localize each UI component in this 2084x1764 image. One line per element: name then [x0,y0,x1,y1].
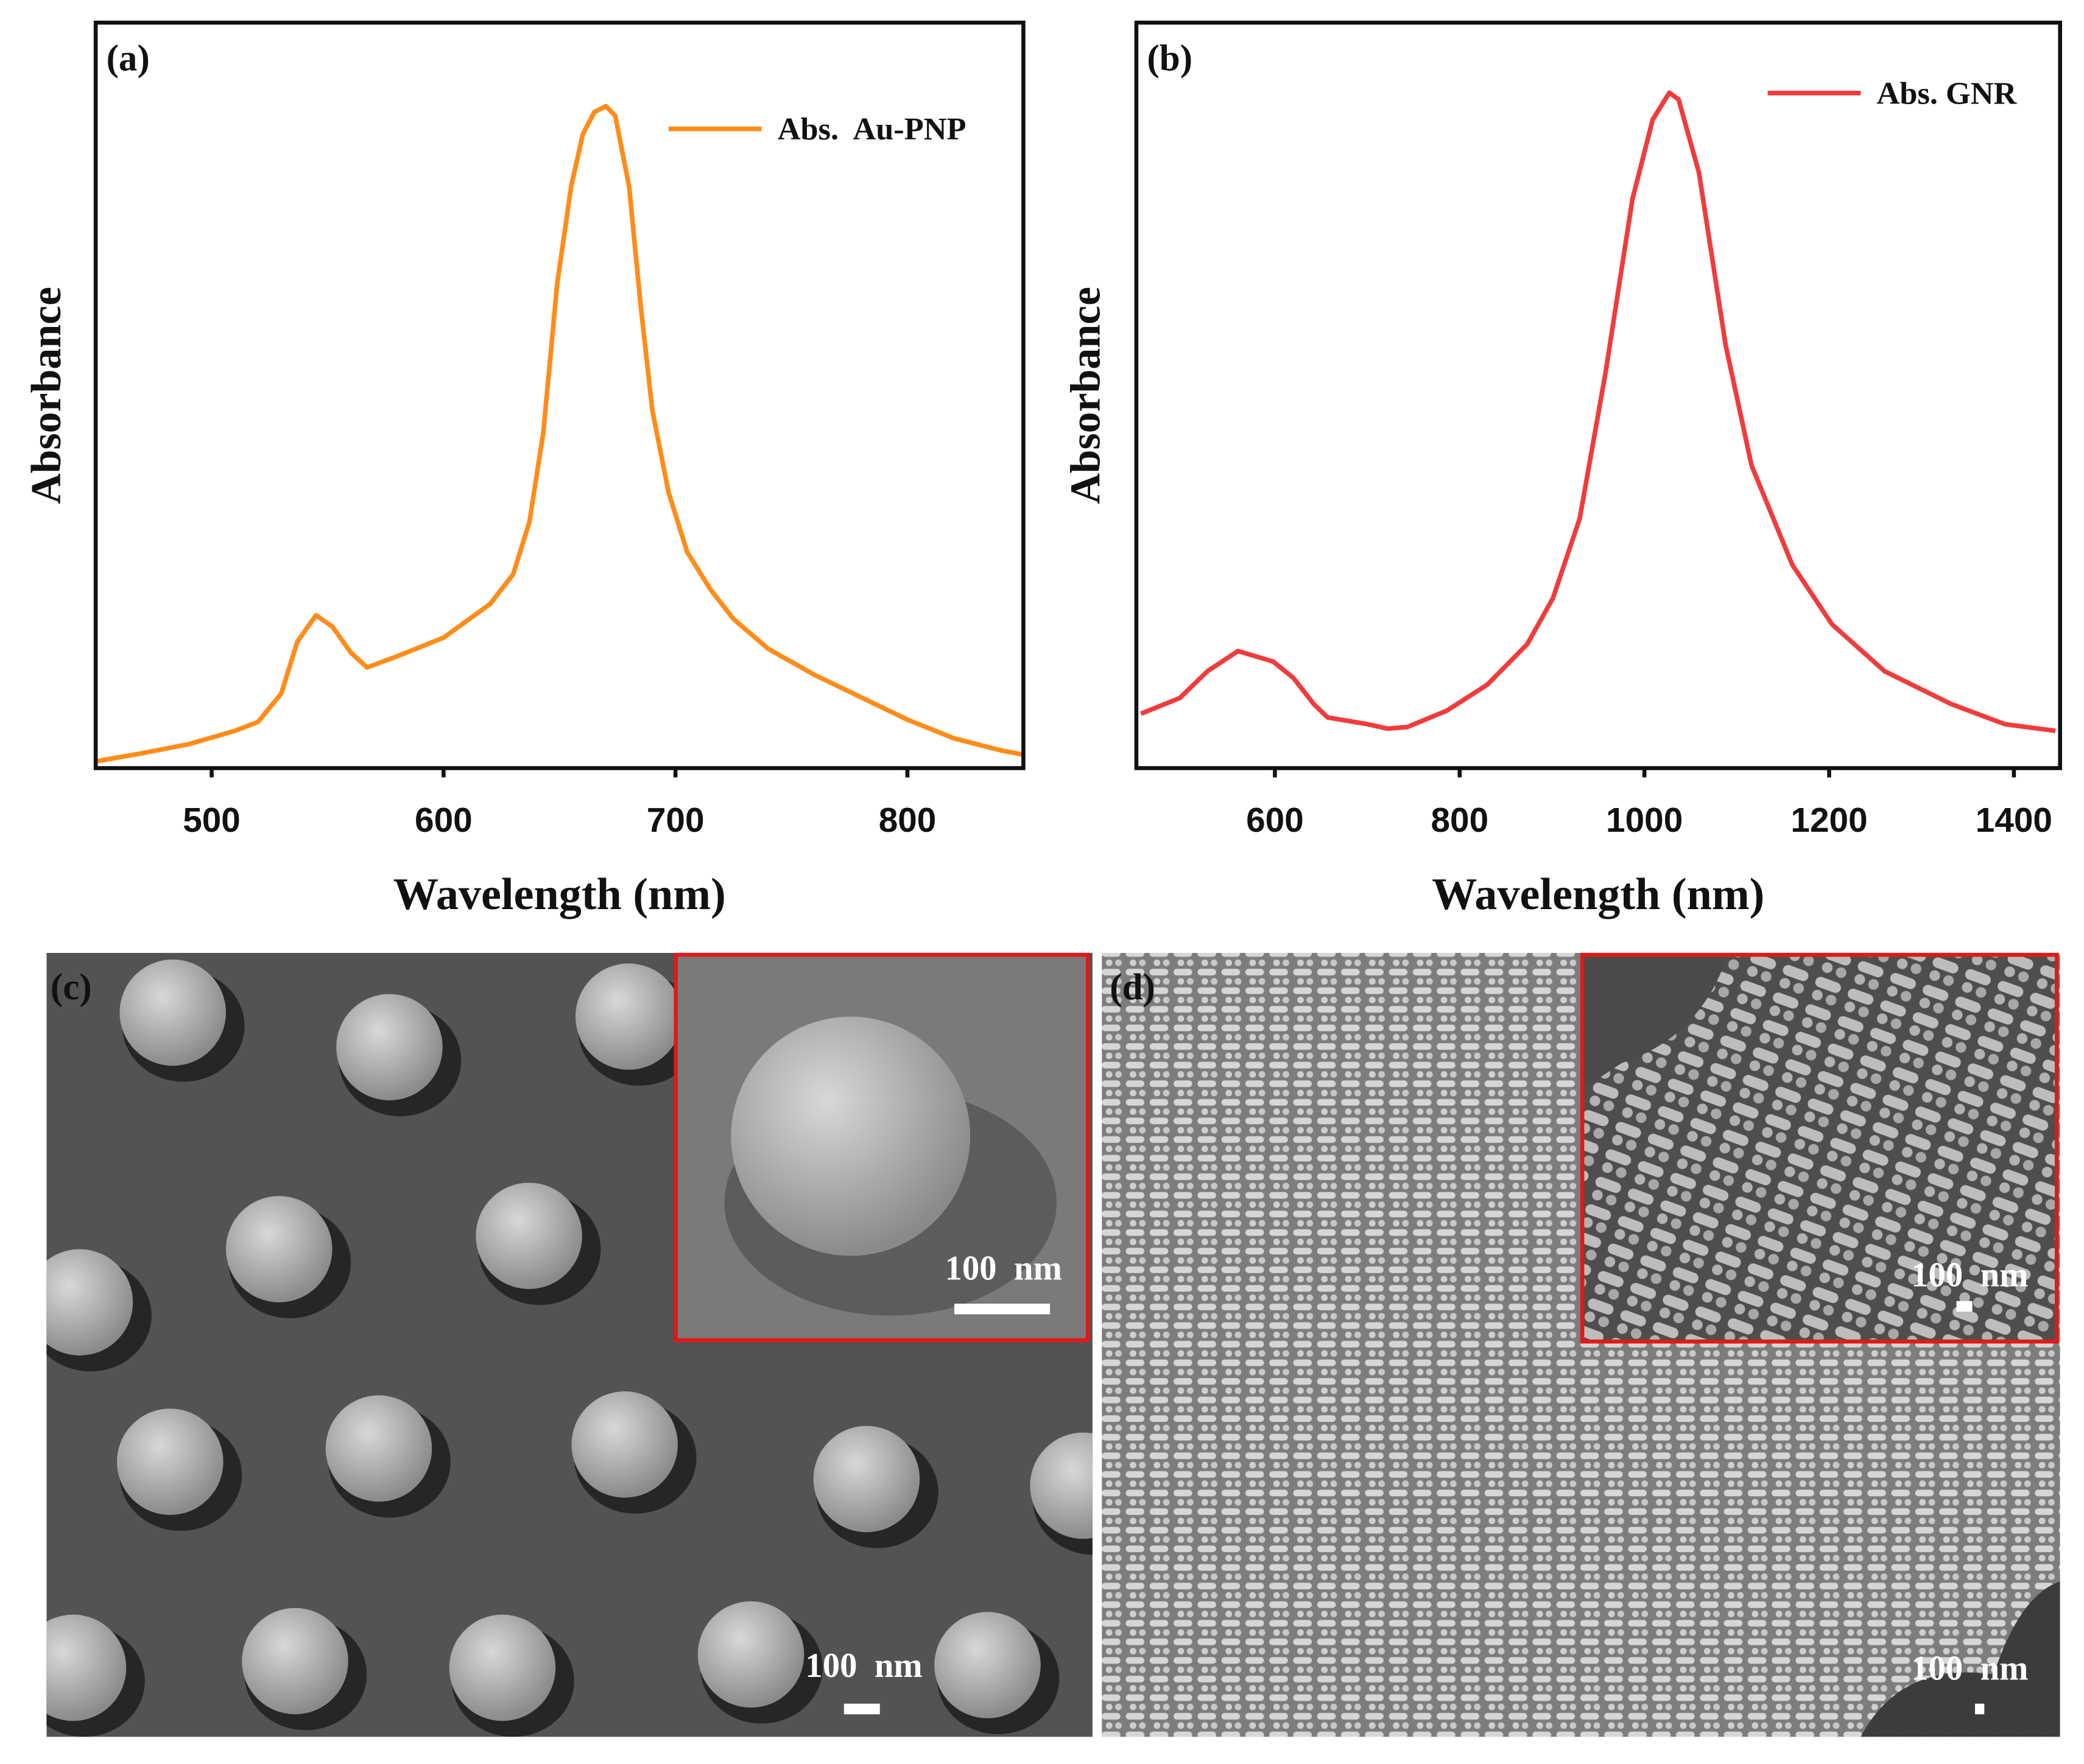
x-tick-label: 1000 [1606,801,1683,840]
legend-label: Abs. Au-PNP [778,111,966,147]
particle [336,994,443,1101]
x-tick-label: 800 [879,801,937,840]
particle [934,1612,1041,1718]
plot-frame [1134,20,2062,770]
sem-inset-c [674,952,1090,1343]
scale-bar [1975,1703,1985,1715]
x-tick-label: 600 [1246,801,1304,840]
scale-label: 100 nm [805,1646,922,1685]
particle [697,1601,804,1708]
particle [476,1182,582,1289]
panel-label: (d) [1110,967,1155,1008]
particle [571,1391,678,1498]
x-tick-label: 800 [1431,801,1488,840]
plot-frame [93,20,1026,770]
particle [325,1395,432,1502]
inset-gap [1582,954,1728,1090]
x-tick-label: 1400 [1976,801,2052,840]
data-line [95,104,1024,764]
particle [242,1608,348,1715]
x-axis-title: Wavelength (nm) [393,870,726,919]
y-axis-title: Absorbance [23,287,70,504]
particle [1030,1432,1093,1539]
inset-frame [1580,952,2059,1344]
particle [119,959,227,1066]
data-line [1140,90,2056,734]
panel-label: (a) [107,38,150,79]
x-tick-label: 500 [183,801,241,840]
scale-label: 100 nm [1911,1650,2028,1688]
x-axis-title: Wavelength (nm) [1432,870,1764,919]
x-tick-label: 600 [415,801,473,840]
scale-bar [1956,1301,1973,1312]
substrate-gap [1860,1581,2060,1737]
panel-label: (c) [51,967,92,1008]
particle [46,1249,133,1356]
particle [575,963,682,1070]
particle [449,1614,556,1721]
scale-label: 100 nm [1911,1256,2028,1295]
particle [731,1016,971,1256]
panel-label: (b) [1147,38,1192,79]
particle [813,1425,920,1533]
x-tick-label: 700 [647,801,705,840]
inset-frame [674,952,1090,1343]
legend-label: Abs. GNR [1877,76,2018,111]
scale-bar [954,1303,1051,1315]
x-tick-label: 1200 [1790,801,1867,840]
particle [117,1408,224,1515]
scale-bar [843,1703,880,1715]
particle [226,1196,333,1302]
particle [46,1614,127,1721]
scale-label: 100 nm [945,1249,1062,1288]
y-axis-title: Absorbance [1063,287,1110,504]
